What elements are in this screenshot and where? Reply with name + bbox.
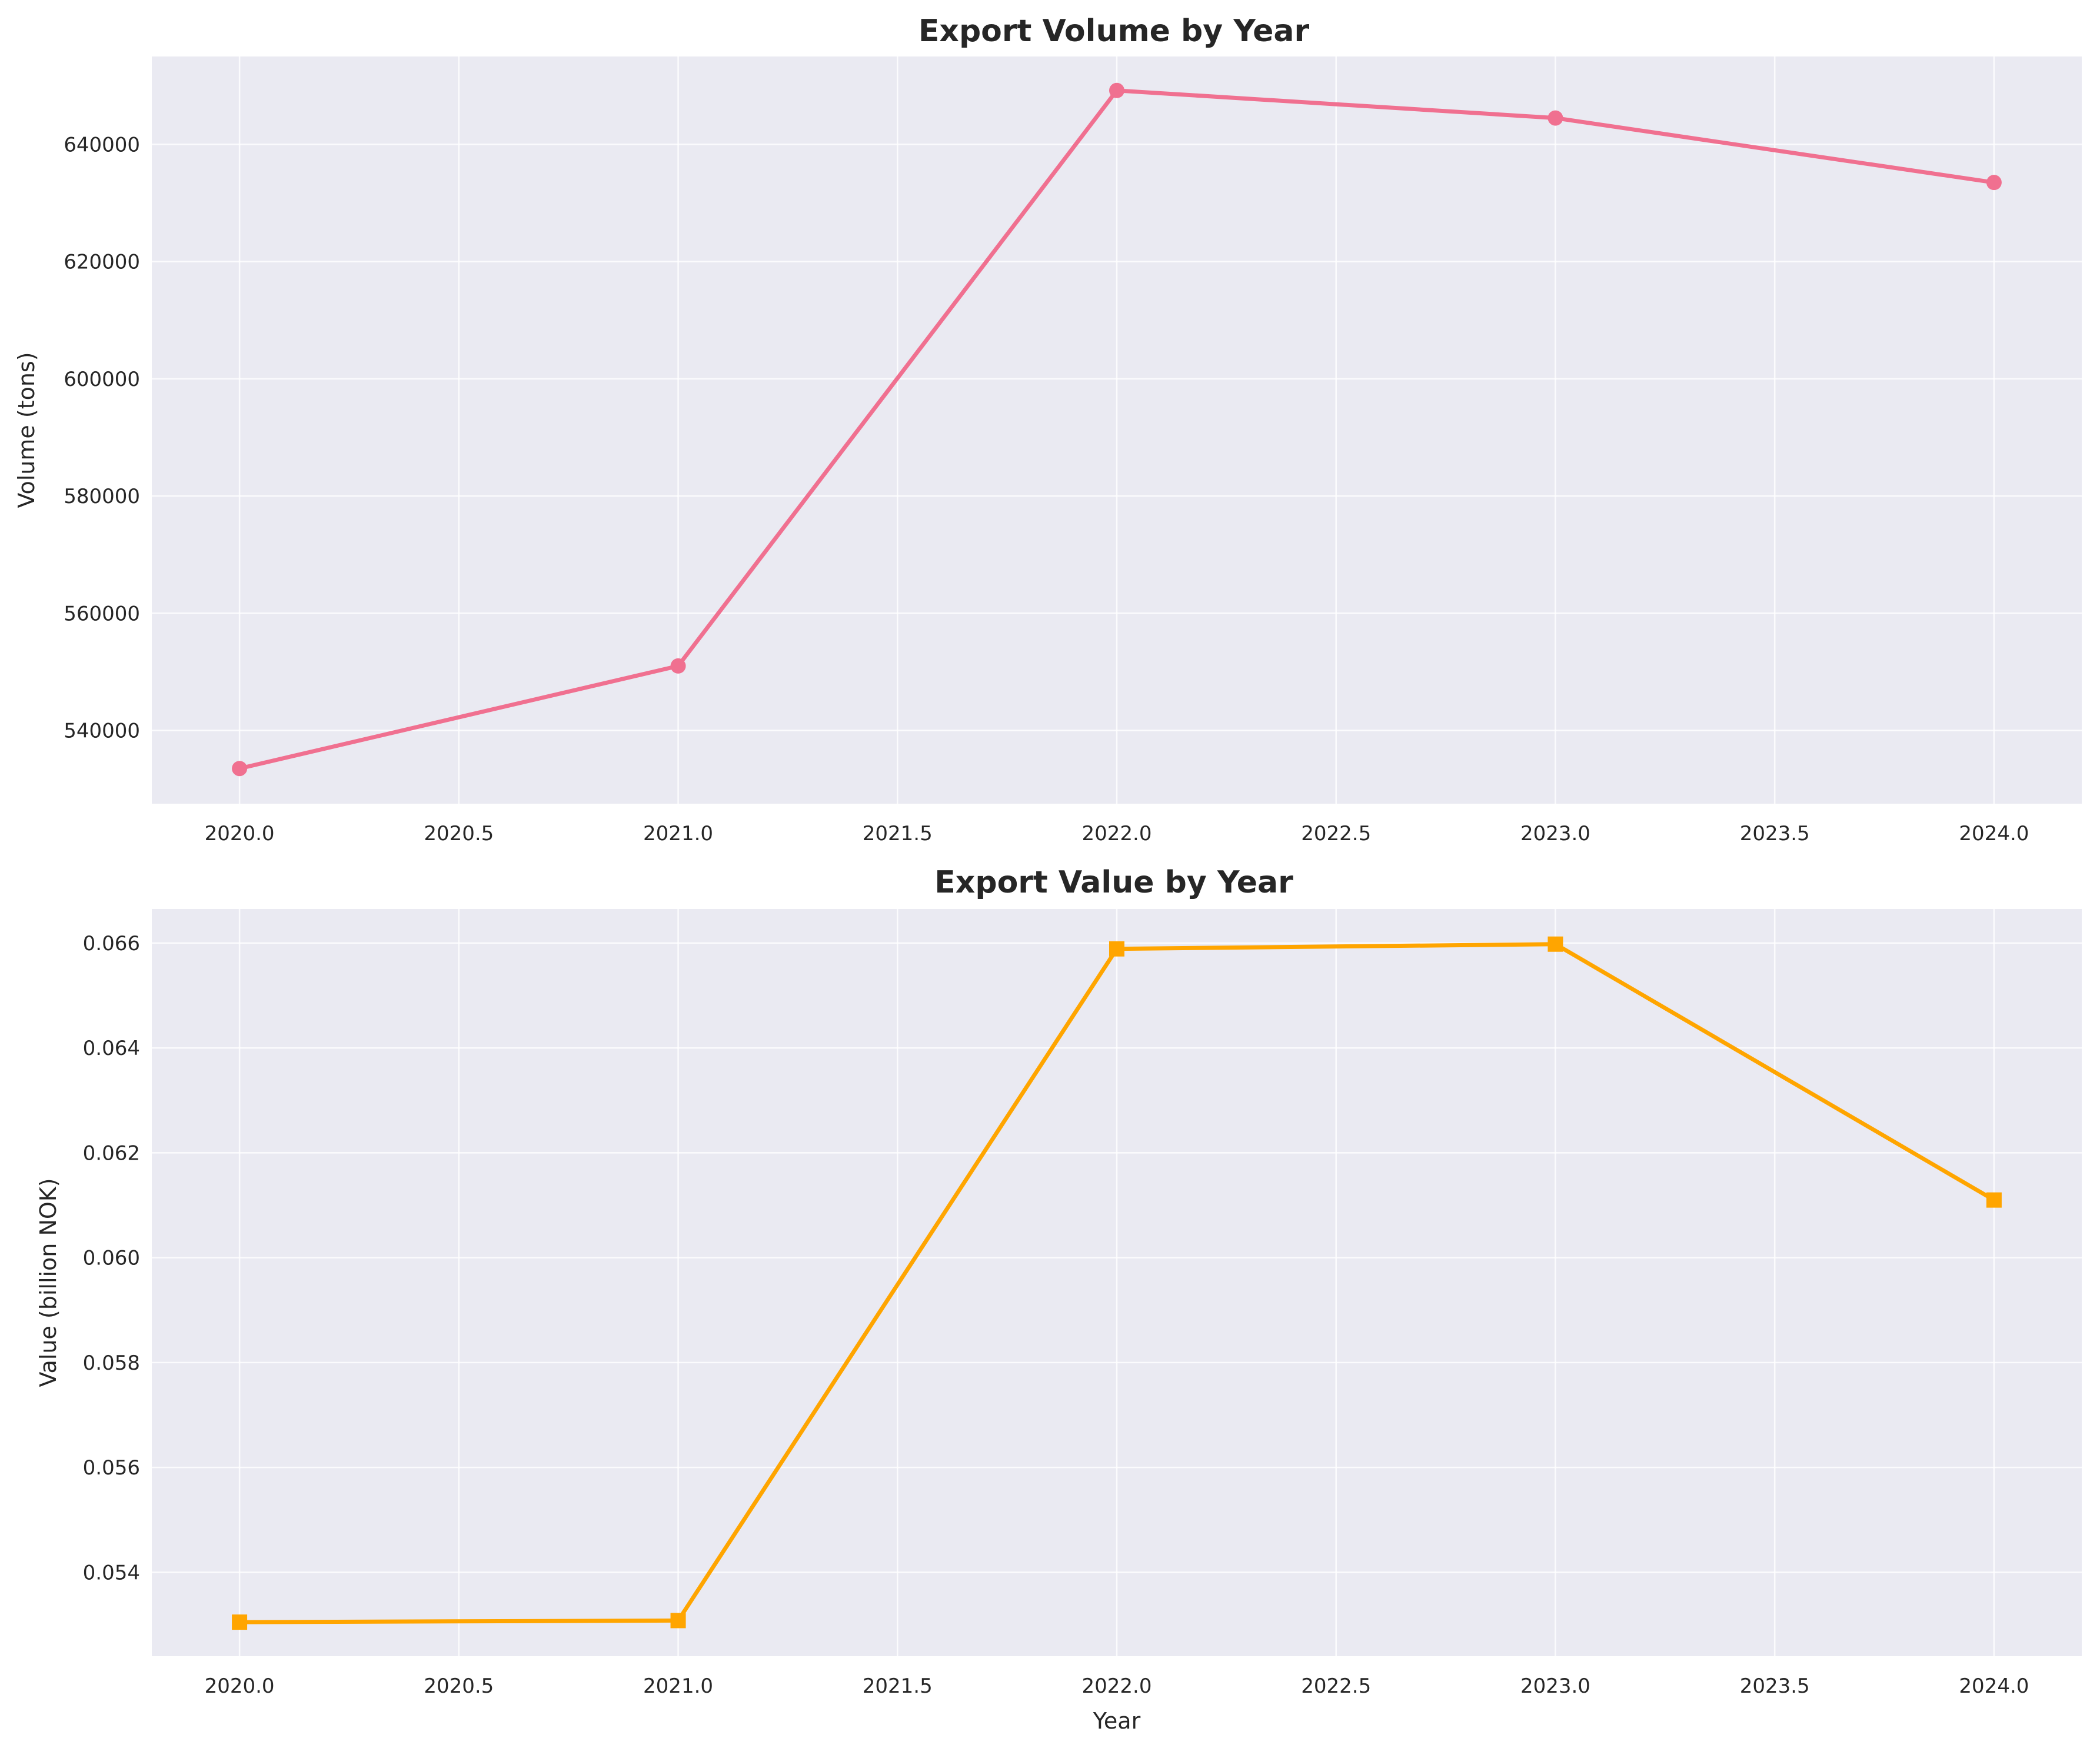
x-tick-label: 2023.0: [1520, 1674, 1590, 1698]
y-tick-label: 560000: [64, 602, 140, 625]
x-tick-labels: 2020.0 2020.5 2021.0 2021.5 2022.0 2022.5 2023…: [205, 1674, 2029, 1698]
y-tick-label: 600000: [64, 368, 140, 391]
data-point: [1986, 1192, 2002, 1208]
y-tick-labels: 0.054 0.056 0.058 0.060 0.062 0.064 0.066: [83, 932, 140, 1584]
data-point: [1109, 82, 1124, 98]
series-markers: [232, 82, 2002, 777]
data-point: [1547, 110, 1563, 126]
chart-title: Export Volume by Year: [918, 14, 1310, 49]
x-tick-label: 2020.0: [205, 822, 275, 845]
data-point: [1547, 936, 1563, 952]
x-tick-labels: 2020.0 2020.5 2021.0 2021.5 2022.0 2022.5 2023…: [205, 822, 2029, 845]
y-tick-label: 620000: [64, 251, 140, 274]
y-tick-label: 0.056: [83, 1456, 140, 1480]
y-tick-label: 0.066: [83, 932, 140, 955]
y-axis-label: Volume (tons): [14, 352, 39, 508]
x-tick-label: 2020.5: [424, 1674, 494, 1698]
x-tick-label: 2021.5: [863, 1674, 933, 1698]
x-tick-label: 2020.0: [205, 1674, 275, 1698]
y-tick-labels: 540000 560000 580000 600000 620000 640000: [64, 133, 140, 743]
x-tick-label: 2020.5: [424, 822, 494, 845]
x-tick-label: 2021.0: [643, 822, 713, 845]
x-tick-label: 2022.5: [1301, 822, 1371, 845]
chart-title: Export Value by Year: [934, 865, 1293, 900]
data-point: [232, 761, 248, 777]
volume-chart-panel: Export Volume by Year 2020.0 2020.5 2021.0…: [14, 14, 2082, 845]
x-tick-label: 2023.0: [1520, 822, 1590, 845]
x-tick-label: 2022.0: [1082, 822, 1152, 845]
x-tick-label: 2023.5: [1740, 822, 1810, 845]
x-tick-label: 2024.0: [1959, 822, 2029, 845]
data-point: [1109, 941, 1124, 957]
y-tick-label: 580000: [64, 485, 140, 508]
y-axis-label: Value (billion NOK): [35, 1178, 61, 1387]
x-tick-label: 2024.0: [1959, 1674, 2029, 1698]
data-point: [670, 658, 686, 674]
y-tick-label: 0.064: [83, 1037, 140, 1060]
y-tick-label: 0.058: [83, 1351, 140, 1375]
y-tick-label: 0.062: [83, 1141, 140, 1165]
y-tick-label: 540000: [64, 719, 140, 743]
x-tick-label: 2021.5: [863, 822, 933, 845]
y-tick-label: 0.054: [83, 1561, 140, 1584]
x-tick-label: 2023.5: [1740, 1674, 1810, 1698]
y-tick-label: 640000: [64, 133, 140, 157]
x-tick-label: 2021.0: [643, 1674, 713, 1698]
x-axis-label: Year: [1093, 1708, 1141, 1734]
data-point: [232, 1614, 248, 1630]
x-tick-label: 2022.0: [1082, 1674, 1152, 1698]
value-chart-panel: Export Value by Year 2020.0 2020.5 2021.0 2…: [35, 865, 2082, 1734]
x-tick-label: 2022.5: [1301, 1674, 1371, 1698]
series-markers: [232, 936, 2002, 1630]
data-point: [1986, 175, 2002, 191]
y-tick-label: 0.060: [83, 1247, 140, 1270]
data-point: [670, 1613, 686, 1629]
